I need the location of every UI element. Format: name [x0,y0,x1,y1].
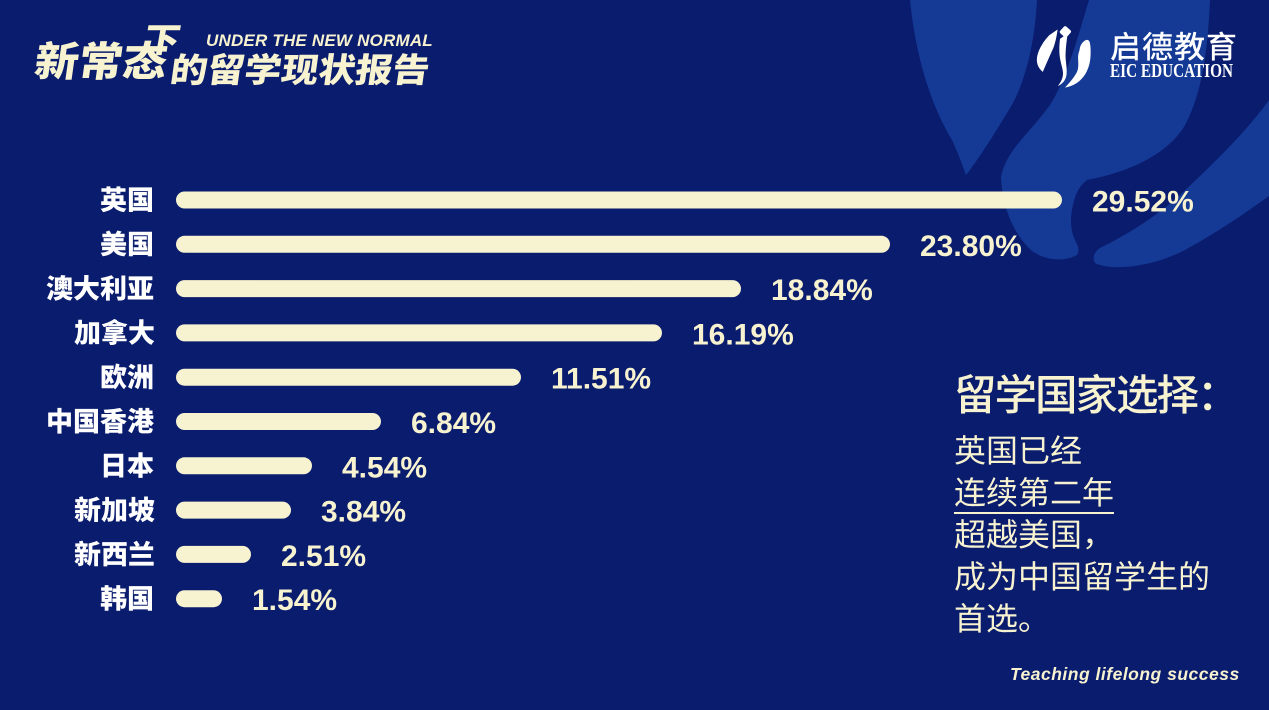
svg-text:EIC EDUCATION: EIC EDUCATION [1110,61,1233,82]
svg-text:23.80%: 23.80% [920,230,1022,263]
svg-text:18.84%: 18.84% [771,274,873,307]
svg-text:UNDER THE NEW NORMAL: UNDER THE NEW NORMAL [206,31,433,50]
svg-text:1.54%: 1.54% [252,584,337,617]
svg-text:6.84%: 6.84% [411,407,496,440]
svg-text:29.52%: 29.52% [1092,186,1194,219]
svg-text:2.51%: 2.51% [281,540,366,573]
svg-text:4.54%: 4.54% [342,451,427,484]
svg-text:11.51%: 11.51% [551,363,651,396]
svg-text:3.84%: 3.84% [321,496,406,529]
svg-text:16.19%: 16.19% [692,318,794,351]
